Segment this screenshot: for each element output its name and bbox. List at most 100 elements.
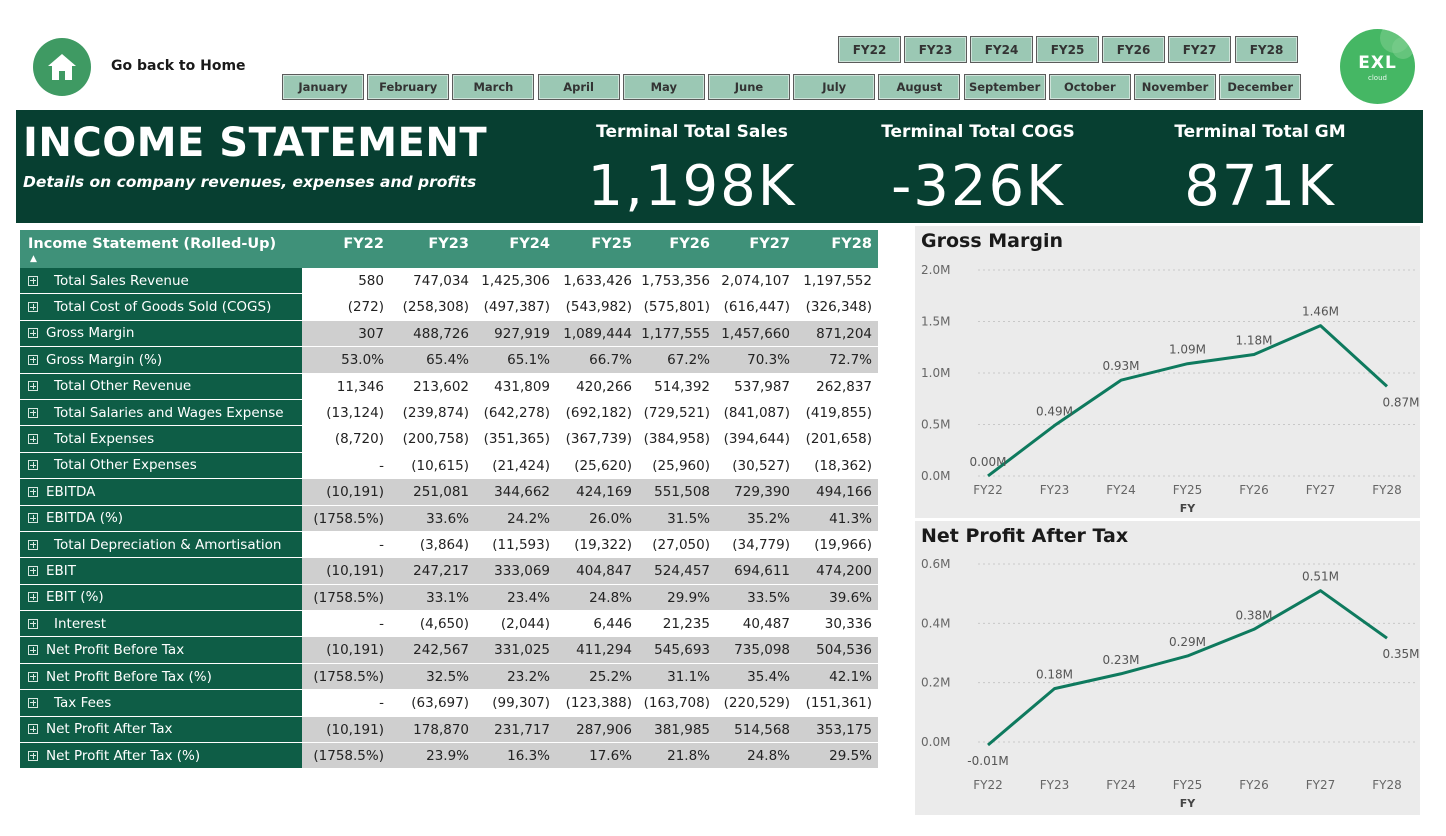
table-cell: 551,508 [654, 484, 710, 501]
x-axis-title: FY [1180, 797, 1197, 810]
month-button-december[interactable]: December [1219, 74, 1302, 100]
column-header-fy27[interactable]: FY27 [749, 236, 790, 252]
expand-icon[interactable] [28, 434, 38, 445]
month-button-january[interactable]: January [282, 74, 364, 100]
row-label-text: Net Profit After Tax [46, 721, 173, 738]
table-cell: 537,987 [734, 378, 790, 395]
row-values: 11,346 213,602 431,809 420,266 514,392 537,98… [302, 373, 878, 399]
table-cell: - [379, 695, 384, 712]
year-button-fy24[interactable]: FY24 [970, 36, 1033, 63]
table-cell: 33.5% [747, 589, 790, 606]
table-cell: 1,633,426 [563, 273, 632, 289]
table-row: Total Other Expenses - (10,615) (21,424) (25… [20, 452, 878, 480]
x-tick-label: FY26 [1239, 483, 1269, 497]
table-title[interactable]: Income Statement (Rolled-Up) [28, 236, 277, 252]
expand-icon[interactable] [28, 724, 38, 735]
year-button-fy26[interactable]: FY26 [1102, 36, 1165, 63]
year-button-fy23[interactable]: FY23 [904, 36, 967, 63]
table-cell: (575,801) [643, 299, 710, 316]
month-button-september[interactable]: September [963, 74, 1046, 100]
column-header-fy28[interactable]: FY28 [831, 236, 872, 252]
row-label-text: Total Expenses [54, 431, 155, 448]
table-cell: (10,615) [411, 457, 469, 474]
home-label[interactable]: Go back to Home [111, 58, 246, 74]
sort-ascending-icon[interactable]: ▲ [30, 254, 37, 264]
month-button-march[interactable]: March [452, 74, 535, 100]
column-header-fy25[interactable]: FY25 [591, 236, 632, 252]
expand-icon[interactable] [28, 407, 38, 418]
expand-icon[interactable] [28, 460, 38, 471]
y-tick-label: 0.2M [921, 676, 950, 690]
table-cell: (220,529) [723, 695, 790, 712]
month-button-august[interactable]: August [878, 74, 961, 100]
expand-icon[interactable] [28, 486, 38, 497]
row-values: (10,191) 251,081 344,662 424,169 551,508 729,… [302, 479, 878, 505]
table-cell: (163,708) [643, 695, 710, 712]
year-button-fy28[interactable]: FY28 [1235, 36, 1298, 63]
table-cell: (21,424) [492, 457, 550, 474]
expand-icon[interactable] [28, 565, 38, 576]
table-cell: (19,322) [574, 536, 632, 553]
month-button-may[interactable]: May [622, 74, 705, 100]
row-label-text: Gross Margin [46, 325, 135, 342]
row-label: Total Expenses [20, 426, 302, 452]
x-tick-label: FY27 [1306, 483, 1336, 497]
table-cell: (34,779) [732, 536, 790, 553]
expand-icon[interactable] [28, 328, 38, 339]
table-cell: 26.0% [589, 510, 632, 527]
year-button-fy27[interactable]: FY27 [1168, 36, 1231, 63]
expand-icon[interactable] [28, 354, 38, 365]
expand-icon[interactable] [28, 513, 38, 524]
month-button-november[interactable]: November [1134, 74, 1216, 100]
column-header-fy23[interactable]: FY23 [428, 236, 469, 252]
x-tick-label: FY28 [1372, 483, 1402, 497]
row-label-text: Gross Margin (%) [46, 351, 163, 368]
row-label-text: EBITDA (%) [46, 510, 124, 527]
column-header-fy26[interactable]: FY26 [669, 236, 710, 252]
row-label-text: Total Depreciation & Amortisation [54, 536, 282, 553]
table-cell: 871,204 [816, 325, 872, 342]
expand-icon[interactable] [28, 592, 38, 603]
page-title: INCOME STATEMENT [23, 120, 488, 166]
table-cell: (258,308) [402, 299, 469, 316]
month-button-october[interactable]: October [1048, 74, 1131, 100]
year-button-fy22[interactable]: FY22 [838, 36, 901, 63]
row-label-text: Total Other Expenses [54, 457, 197, 474]
expand-icon[interactable] [28, 671, 38, 682]
month-button-july[interactable]: July [793, 74, 876, 100]
table-cell: 251,081 [413, 484, 469, 501]
table-cell: 307 [358, 325, 384, 342]
column-header-fy22[interactable]: FY22 [343, 236, 384, 252]
x-tick-label: FY27 [1306, 778, 1336, 792]
data-label: 1.09M [1169, 343, 1206, 357]
table-cell: (616,447) [723, 299, 790, 316]
month-button-june[interactable]: June [708, 74, 790, 100]
expand-icon[interactable] [28, 539, 38, 550]
row-label: Total Other Revenue [20, 373, 302, 399]
expand-icon[interactable] [28, 750, 38, 761]
year-button-fy25[interactable]: FY25 [1036, 36, 1099, 63]
row-label: Net Profit Before Tax (%) [20, 663, 302, 690]
expand-icon[interactable] [28, 697, 38, 708]
table-cell: 213,602 [413, 378, 469, 395]
row-label: Total Salaries and Wages Expense [20, 399, 302, 426]
table-cell: 287,906 [576, 721, 632, 738]
table-cell: (2,044) [500, 616, 550, 633]
row-label: Tax Fees [20, 690, 302, 716]
expand-icon[interactable] [28, 275, 38, 286]
data-label: 1.46M [1302, 305, 1339, 319]
month-button-february[interactable]: February [367, 74, 450, 100]
table-cell: (729,521) [643, 404, 710, 421]
home-button[interactable] [33, 38, 91, 96]
month-button-april[interactable]: April [537, 74, 620, 100]
table-cell: (27,050) [652, 536, 710, 553]
column-header-fy24[interactable]: FY24 [509, 236, 550, 252]
table-cell: (10,191) [326, 563, 384, 580]
table-cell: 331,025 [494, 642, 550, 659]
expand-icon[interactable] [28, 618, 38, 629]
expand-icon[interactable] [28, 381, 38, 392]
company-logo: EXL cloud [1340, 29, 1415, 104]
x-tick-label: FY26 [1239, 778, 1269, 792]
expand-icon[interactable] [28, 302, 38, 313]
expand-icon[interactable] [28, 645, 38, 656]
